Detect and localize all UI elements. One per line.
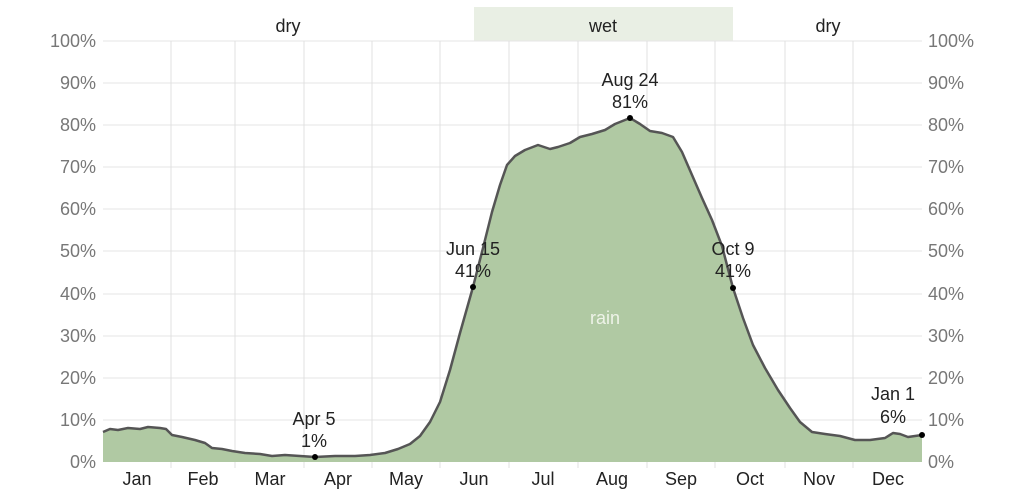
annotation-date: Apr 5 xyxy=(292,409,335,429)
marker-oct9 xyxy=(730,285,736,291)
annotation-date: Oct 9 xyxy=(711,239,754,259)
y-tick-left: 60% xyxy=(60,199,96,219)
annotation-value: 41% xyxy=(455,261,491,281)
y-tick-right: 30% xyxy=(928,326,964,346)
annotation-date: Aug 24 xyxy=(601,70,658,90)
y-tick-left: 70% xyxy=(60,157,96,177)
month-label: Nov xyxy=(803,469,835,489)
x-axis: Jan Feb Mar Apr May Jun Jul Aug Sep Oct … xyxy=(122,469,904,489)
month-label: Jul xyxy=(531,469,554,489)
month-label: Dec xyxy=(872,469,904,489)
annotation-value: 1% xyxy=(301,431,327,451)
y-tick-right: 40% xyxy=(928,284,964,304)
y-tick-left: 100% xyxy=(50,31,96,51)
y-tick-right: 60% xyxy=(928,199,964,219)
y-tick-left: 80% xyxy=(60,115,96,135)
annotation-aug24: Aug 24 81% xyxy=(601,70,658,112)
marker-aug24 xyxy=(627,115,633,121)
rain-line xyxy=(102,116,923,459)
month-label: Feb xyxy=(187,469,218,489)
month-label: Oct xyxy=(736,469,764,489)
y-tick-left: 10% xyxy=(60,410,96,430)
annotation-date: Jun 15 xyxy=(446,239,500,259)
marker-jun15 xyxy=(470,284,476,290)
marker-apr5 xyxy=(312,454,318,460)
area-label-rain: rain xyxy=(590,308,620,328)
y-tick-left: 90% xyxy=(60,73,96,93)
y-tick-right: 90% xyxy=(928,73,964,93)
y-tick-right: 0% xyxy=(928,452,954,472)
y-tick-left: 0% xyxy=(70,452,96,472)
annotation-jun15: Jun 15 41% xyxy=(446,239,500,281)
marker-jan1 xyxy=(919,432,925,438)
month-label: May xyxy=(389,469,423,489)
y-tick-right: 20% xyxy=(928,368,964,388)
month-label: Aug xyxy=(596,469,628,489)
rain-area xyxy=(103,118,922,462)
annotation-jan1: Jan 1 6% xyxy=(871,384,915,427)
month-label: Apr xyxy=(324,469,352,489)
annotation-value: 41% xyxy=(715,261,751,281)
y-tick-right: 10% xyxy=(928,410,964,430)
month-label: Mar xyxy=(255,469,286,489)
y-tick-right: 100% xyxy=(928,31,974,51)
y-tick-right: 70% xyxy=(928,157,964,177)
annotation-value: 6% xyxy=(880,407,906,427)
month-label: Sep xyxy=(665,469,697,489)
y-tick-left: 20% xyxy=(60,368,96,388)
y-axis-left: 0% 10% 20% 30% 40% 50% 60% 70% 80% 90% 1… xyxy=(50,31,96,472)
y-tick-left: 30% xyxy=(60,326,96,346)
season-label-wet: wet xyxy=(588,16,617,36)
annotation-value: 81% xyxy=(612,92,648,112)
annotation-oct9: Oct 9 41% xyxy=(711,239,754,281)
y-axis-right: 0% 10% 20% 30% 40% 50% 60% 70% 80% 90% 1… xyxy=(928,31,974,472)
season-label-dry-left: dry xyxy=(275,16,300,36)
wet-season-band xyxy=(474,7,733,41)
annotation-markers xyxy=(312,115,925,460)
season-label-dry-right: dry xyxy=(815,16,840,36)
annotation-date: Jan 1 xyxy=(871,384,915,404)
month-label: Jan xyxy=(122,469,151,489)
month-label: Jun xyxy=(459,469,488,489)
y-tick-right: 80% xyxy=(928,115,964,135)
y-tick-left: 50% xyxy=(60,241,96,261)
annotation-apr5: Apr 5 1% xyxy=(292,409,335,451)
y-tick-right: 50% xyxy=(928,241,964,261)
y-tick-left: 40% xyxy=(60,284,96,304)
